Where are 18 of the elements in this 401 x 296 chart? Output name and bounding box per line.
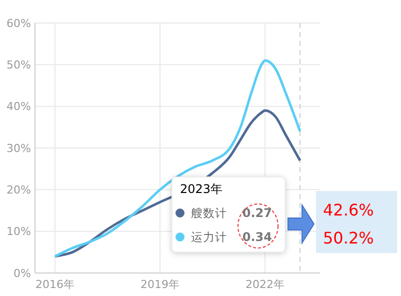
line-series	[54, 59, 302, 258]
y-tick-label: 10%	[6, 225, 31, 238]
annotation: 0.27	[242, 206, 272, 220]
x-tick-label: 2022年	[246, 278, 285, 291]
legend-title: 2023年	[180, 182, 223, 196]
x-tick-label: 2019年	[140, 278, 180, 291]
y-tick-label: 40%	[6, 100, 31, 114]
legend-label: 运力计	[191, 230, 227, 244]
annotation: 0.34	[242, 230, 272, 244]
text: 50.2%	[323, 228, 374, 248]
y-tick-label: 0%	[14, 266, 31, 280]
y-tick-label: 50%	[6, 58, 31, 72]
y-tick-label: 30%	[6, 142, 31, 155]
legend-label: 艘数计	[191, 206, 227, 220]
y-tick-label: 60%	[6, 16, 31, 30]
x-tick-label: 2016年	[35, 278, 74, 291]
y-tick-label: 20%	[6, 184, 31, 197]
text: 42.6%	[323, 200, 374, 220]
